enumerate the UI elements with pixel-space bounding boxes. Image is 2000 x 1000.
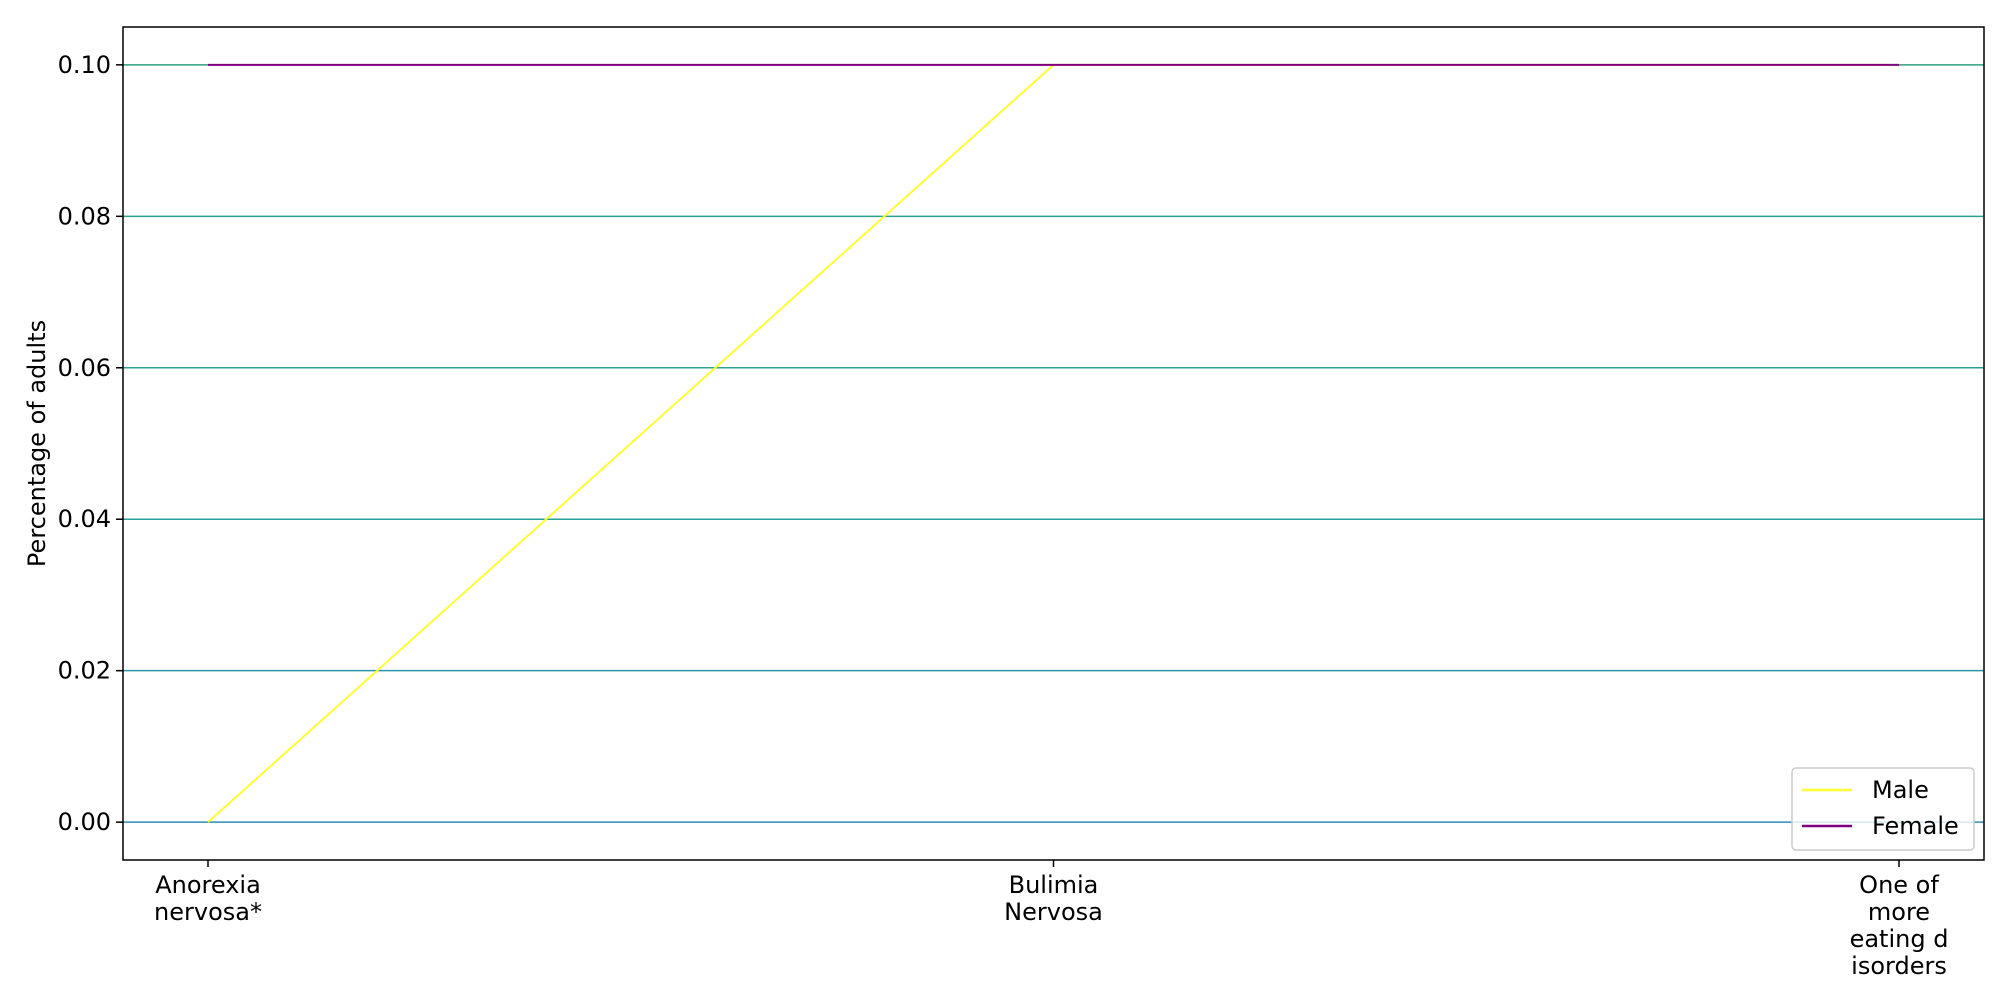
legend-box xyxy=(1791,767,1975,851)
legend: Male Female xyxy=(1791,767,1975,851)
y-tick-label: 0.10 xyxy=(58,51,111,79)
series-layer xyxy=(207,63,1899,823)
y-tick-label: 0.08 xyxy=(58,202,111,230)
x-tick-label: One of more eating d isorders xyxy=(1850,871,1949,980)
legend-label: Female xyxy=(1872,812,1959,840)
plot-frame xyxy=(122,26,1985,861)
grid-layer xyxy=(123,64,1984,823)
x-tick-label: Bulimia Nervosa xyxy=(1004,871,1103,926)
series-line-male xyxy=(207,63,1899,823)
legend-label: Male xyxy=(1872,776,1929,804)
y-axis: 0.00 0.02 0.04 0.06 0.08 0.10 xyxy=(58,51,123,836)
y-tick-label: 0.04 xyxy=(58,505,111,533)
y-axis-label: Percentage of adults xyxy=(23,320,51,567)
y-tick-label: 0.00 xyxy=(58,808,111,836)
y-tick-label: 0.06 xyxy=(58,354,111,382)
x-axis: Anorexia nervosa* Bulimia Nervosa One of more… xyxy=(154,860,1948,980)
y-tick-label: 0.02 xyxy=(58,657,111,685)
x-tick-label: Anorexia nervosa* xyxy=(154,871,262,926)
